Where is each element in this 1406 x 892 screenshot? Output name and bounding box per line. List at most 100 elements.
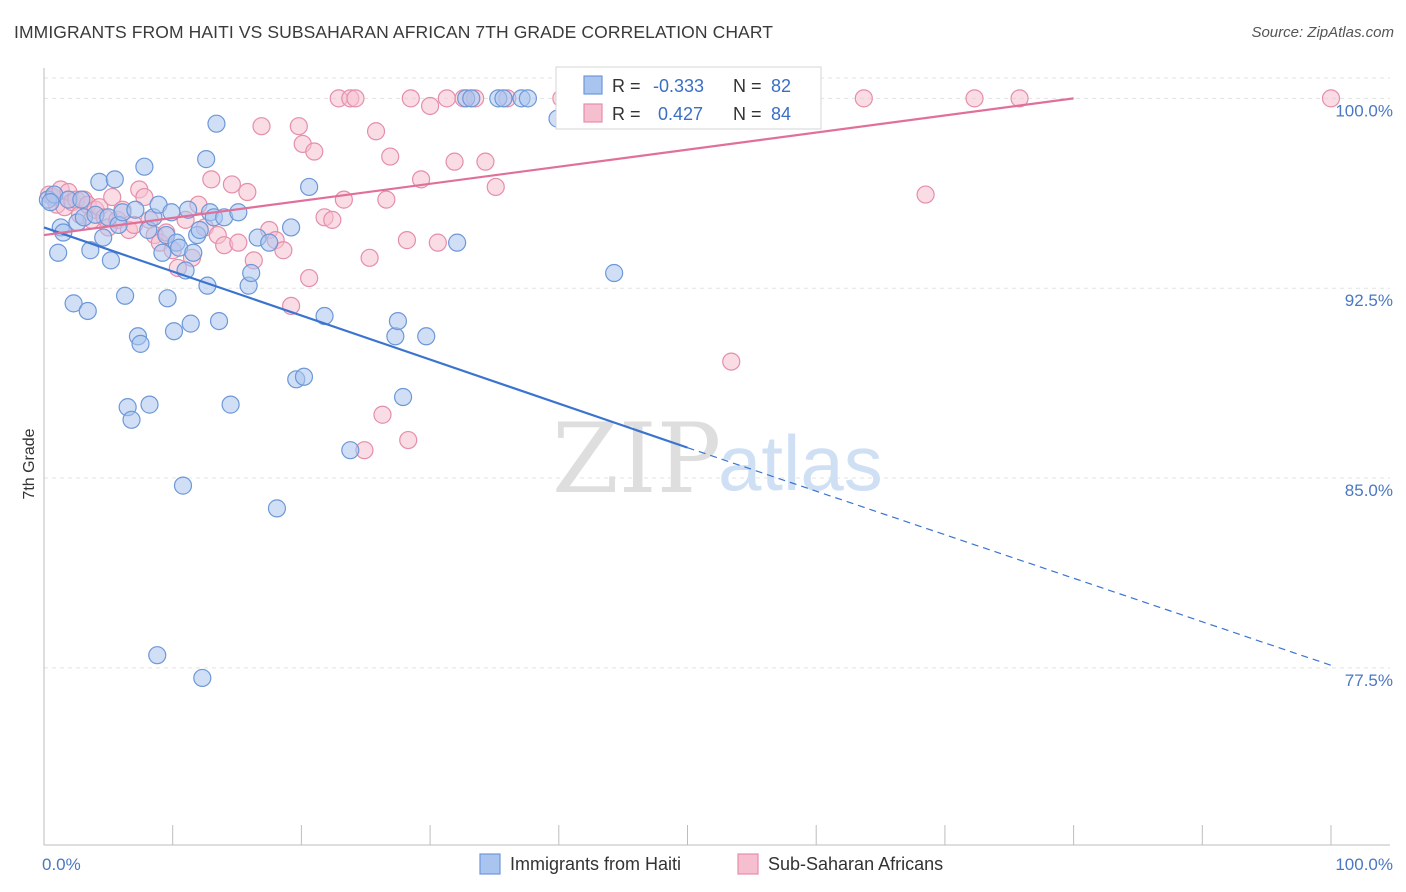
point-sub-saharan xyxy=(222,175,242,194)
point-haiti xyxy=(386,327,405,346)
stats-r-label-haiti: R = xyxy=(612,76,641,96)
point-sub-saharan xyxy=(289,117,308,136)
point-sub-saharan xyxy=(305,142,324,161)
stats-n-value-haiti: 82 xyxy=(771,76,791,96)
y-tick-label: 92.5% xyxy=(1345,291,1393,310)
point-haiti xyxy=(193,668,212,688)
grid-lines xyxy=(44,77,1390,669)
point-haiti xyxy=(179,200,198,219)
point-sub-saharan xyxy=(202,170,221,189)
trend-line-haiti xyxy=(43,226,688,449)
source-label: Source: ZipAtlas.com xyxy=(1251,24,1394,41)
point-haiti xyxy=(81,241,100,260)
point-sub-saharan xyxy=(377,190,396,209)
point-haiti xyxy=(341,441,360,460)
point-sub-saharan xyxy=(916,185,935,204)
point-haiti xyxy=(229,203,248,222)
point-sub-saharan xyxy=(323,210,342,229)
point-sub-saharan xyxy=(397,231,417,250)
stats-r-label-sub-saharan: R = xyxy=(612,104,641,124)
trend-line-haiti-extension xyxy=(687,447,1332,666)
point-haiti xyxy=(294,367,314,386)
legend-swatch-haiti xyxy=(479,853,501,875)
point-haiti xyxy=(207,114,226,133)
point-haiti xyxy=(105,170,124,189)
point-haiti xyxy=(494,89,513,108)
point-haiti xyxy=(135,157,154,176)
point-haiti xyxy=(242,263,261,283)
stats-swatch-sub-saharan xyxy=(583,103,603,123)
trend-lines xyxy=(43,97,1332,666)
point-haiti xyxy=(209,311,229,331)
point-sub-saharan xyxy=(300,268,319,288)
point-haiti xyxy=(417,327,436,346)
point-haiti xyxy=(221,395,240,414)
trend-line-sub-saharan xyxy=(43,97,1074,237)
point-haiti xyxy=(300,177,319,197)
point-haiti xyxy=(518,89,538,108)
point-haiti xyxy=(41,193,60,212)
point-sub-saharan xyxy=(135,187,154,207)
watermark: ZIP atlas xyxy=(552,403,883,515)
point-sub-saharan xyxy=(366,122,386,141)
watermark-atlas: atlas xyxy=(718,419,883,507)
point-sub-saharan xyxy=(428,233,447,252)
point-sub-saharan xyxy=(965,89,984,108)
point-sub-saharan xyxy=(346,89,365,108)
point-sub-saharan xyxy=(360,248,379,267)
point-haiti xyxy=(393,387,413,407)
y-tick-labels: 100.0% 92.5% 85.0% 77.5% xyxy=(1335,101,1393,689)
point-haiti xyxy=(462,89,481,108)
point-sub-saharan xyxy=(103,187,122,207)
point-haiti xyxy=(140,395,159,414)
x-tick-label-min: 0.0% xyxy=(42,855,81,874)
legend-label-haiti: Immigrants from Haiti xyxy=(510,854,681,874)
point-sub-saharan xyxy=(1010,89,1029,108)
y-axis-label: 7th Grade xyxy=(21,428,38,499)
stats-n-label-sub-saharan: N = xyxy=(733,104,762,124)
point-sub-saharan xyxy=(445,152,464,171)
point-sub-saharan xyxy=(373,405,392,424)
point-haiti xyxy=(72,190,91,209)
point-haiti xyxy=(148,646,167,665)
legend: Immigrants from Haiti Sub-Saharan Africa… xyxy=(479,853,943,875)
point-haiti xyxy=(267,499,287,518)
x-tick-labels: 0.0% 100.0% xyxy=(42,855,1393,874)
series-haiti-points xyxy=(38,89,769,688)
chart-title: IMMIGRANTS FROM HAITI VS SUBSAHARAN AFRI… xyxy=(14,22,774,42)
y-tick-label: 77.5% xyxy=(1345,671,1393,690)
point-haiti xyxy=(173,476,193,495)
point-haiti xyxy=(49,243,68,262)
point-sub-saharan xyxy=(421,96,440,116)
point-sub-saharan xyxy=(1321,89,1341,108)
point-haiti xyxy=(122,410,141,429)
point-haiti xyxy=(64,294,83,313)
point-sub-saharan xyxy=(486,177,505,197)
point-haiti xyxy=(448,233,467,252)
stats-box: R = -0.333 N = 82 R = 0.427 N = 84 xyxy=(555,66,822,130)
point-haiti xyxy=(131,334,150,353)
point-sub-saharan xyxy=(722,352,741,371)
point-haiti xyxy=(101,251,121,270)
point-haiti xyxy=(388,311,408,331)
point-sub-saharan xyxy=(401,89,420,108)
point-haiti xyxy=(181,314,200,333)
point-sub-saharan xyxy=(229,233,248,252)
legend-label-sub-saharan: Sub-Saharan Africans xyxy=(768,854,943,874)
stats-swatch-haiti xyxy=(583,75,603,95)
stats-r-value-haiti: -0.333 xyxy=(653,76,704,96)
stats-n-value-sub-saharan: 84 xyxy=(771,104,791,124)
point-haiti xyxy=(605,263,624,283)
point-haiti xyxy=(260,233,279,252)
point-sub-saharan xyxy=(437,89,456,108)
legend-swatch-sub-saharan xyxy=(737,853,759,875)
stats-n-label-haiti: N = xyxy=(733,76,762,96)
point-haiti xyxy=(115,286,135,305)
x-tick-label-max: 100.0% xyxy=(1335,855,1393,874)
point-sub-saharan xyxy=(252,117,271,136)
point-sub-saharan xyxy=(238,182,257,202)
point-haiti xyxy=(184,243,203,262)
stats-r-value-sub-saharan: 0.427 xyxy=(658,104,703,124)
point-haiti xyxy=(94,228,113,247)
y-tick-label: 100.0% xyxy=(1335,101,1393,120)
